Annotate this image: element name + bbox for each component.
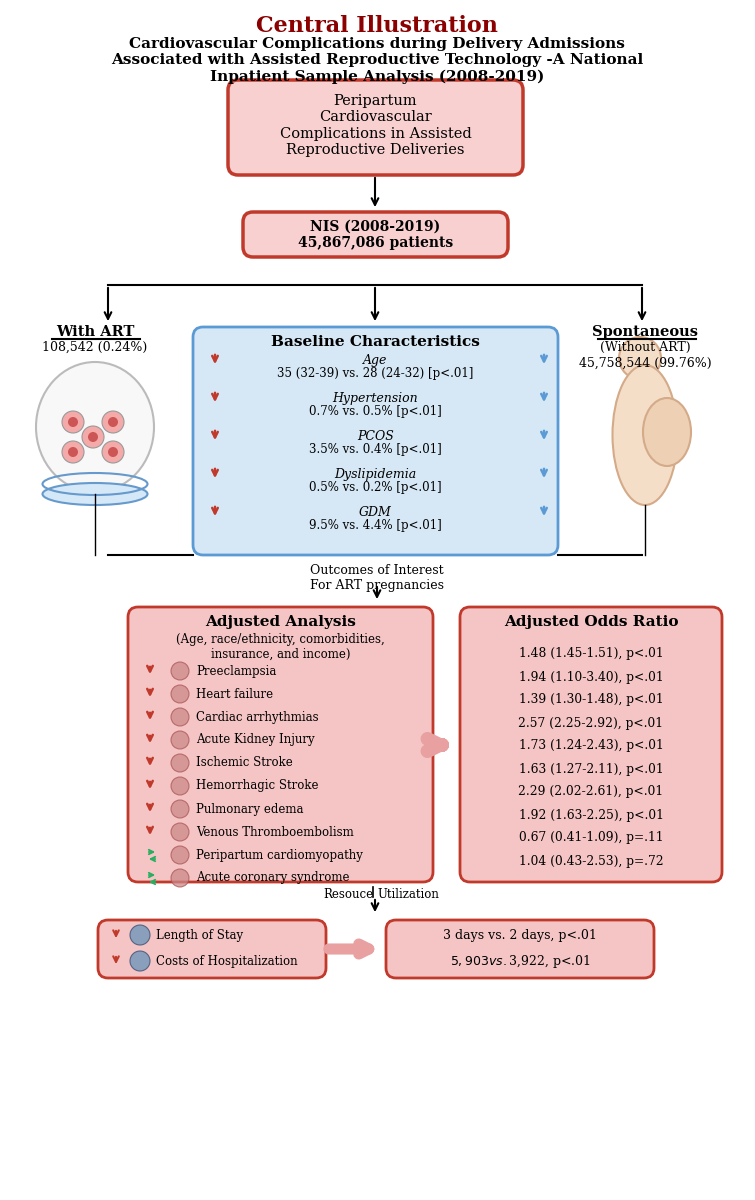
Text: Spontaneous: Spontaneous: [592, 325, 698, 338]
Text: GDM: GDM: [359, 506, 392, 518]
Text: With ART: With ART: [56, 325, 134, 338]
Text: 2.29 (2.02-2.61), p<.01: 2.29 (2.02-2.61), p<.01: [519, 786, 664, 798]
Text: Cardiac arrhythmias: Cardiac arrhythmias: [196, 710, 319, 724]
Text: Venous Thromboembolism: Venous Thromboembolism: [196, 826, 354, 839]
Text: Baseline Characteristics: Baseline Characteristics: [271, 335, 480, 349]
Circle shape: [102, 440, 124, 463]
Circle shape: [171, 731, 189, 749]
Circle shape: [130, 925, 150, 946]
Text: 0.67 (0.41-1.09), p=.11: 0.67 (0.41-1.09), p=.11: [519, 832, 663, 845]
Ellipse shape: [36, 362, 154, 492]
Circle shape: [171, 778, 189, 794]
FancyBboxPatch shape: [460, 607, 722, 882]
Text: Adjusted Analysis: Adjusted Analysis: [205, 614, 356, 629]
Text: Utilization: Utilization: [377, 888, 439, 901]
Text: 1.39 (1.30-1.48), p<.01: 1.39 (1.30-1.48), p<.01: [519, 694, 664, 707]
Circle shape: [88, 432, 98, 442]
FancyBboxPatch shape: [193, 326, 558, 554]
FancyBboxPatch shape: [128, 607, 433, 882]
Text: 2.57 (2.25-2.92), p<.01: 2.57 (2.25-2.92), p<.01: [519, 716, 664, 730]
Circle shape: [619, 337, 661, 379]
Ellipse shape: [643, 398, 691, 466]
FancyBboxPatch shape: [243, 212, 508, 257]
Circle shape: [62, 440, 84, 463]
Circle shape: [130, 950, 150, 971]
Circle shape: [102, 410, 124, 433]
Circle shape: [68, 416, 78, 427]
Text: 1.92 (1.63-2.25), p<.01: 1.92 (1.63-2.25), p<.01: [519, 809, 664, 822]
Text: PCOS: PCOS: [357, 430, 394, 443]
Text: 1.94 (1.10-3.40), p<.01: 1.94 (1.10-3.40), p<.01: [519, 671, 664, 684]
Text: Peripartum cardiomyopathy: Peripartum cardiomyopathy: [196, 848, 363, 862]
Circle shape: [62, 410, 84, 433]
Text: Peripartum
Cardiovascular
Complications in Assisted
Reproductive Deliveries: Peripartum Cardiovascular Complications …: [279, 95, 471, 157]
Text: 9.5% vs. 4.4% [p<.01]: 9.5% vs. 4.4% [p<.01]: [309, 518, 442, 532]
Text: 45,758,544 (99.76%): 45,758,544 (99.76%): [578, 358, 711, 370]
Text: Adjusted Odds Ratio: Adjusted Odds Ratio: [504, 614, 678, 629]
Circle shape: [82, 426, 104, 448]
Text: 0.5% vs. 0.2% [p<.01]: 0.5% vs. 0.2% [p<.01]: [310, 481, 442, 494]
Text: Age: Age: [363, 354, 387, 367]
Circle shape: [68, 446, 78, 457]
Text: Heart failure: Heart failure: [196, 688, 273, 701]
Text: 1.48 (1.45-1.51), p<.01: 1.48 (1.45-1.51), p<.01: [519, 648, 664, 660]
Text: 0.7% vs. 0.5% [p<.01]: 0.7% vs. 0.5% [p<.01]: [309, 404, 442, 418]
FancyBboxPatch shape: [228, 80, 523, 175]
Circle shape: [171, 869, 189, 887]
Text: 35 (32-39) vs. 28 (24-32) [p<.01]: 35 (32-39) vs. 28 (24-32) [p<.01]: [277, 367, 473, 380]
Text: Ischemic Stroke: Ischemic Stroke: [196, 756, 293, 769]
Circle shape: [108, 416, 118, 427]
Text: Hypertension: Hypertension: [333, 392, 418, 404]
Text: Hemorrhagic Stroke: Hemorrhagic Stroke: [196, 780, 319, 792]
Circle shape: [171, 685, 189, 703]
Text: Outcomes of Interest
For ART pregnancies: Outcomes of Interest For ART pregnancies: [310, 564, 444, 592]
Text: 3 days vs. 2 days, p<.01: 3 days vs. 2 days, p<.01: [443, 929, 597, 942]
Text: NIS (2008-2019)
45,867,086 patients: NIS (2008-2019) 45,867,086 patients: [298, 220, 453, 250]
Circle shape: [108, 446, 118, 457]
Text: 1.73 (1.24-2.43), p<.01: 1.73 (1.24-2.43), p<.01: [519, 739, 664, 752]
Text: 3.5% vs. 0.4% [p<.01]: 3.5% vs. 0.4% [p<.01]: [309, 443, 442, 456]
Text: Preeclampsia: Preeclampsia: [196, 665, 276, 678]
Circle shape: [171, 800, 189, 818]
Text: Acute coronary syndrome: Acute coronary syndrome: [196, 871, 350, 884]
Ellipse shape: [42, 482, 147, 505]
Text: $5,903 vs. $3,922, p<.01: $5,903 vs. $3,922, p<.01: [450, 953, 590, 970]
Text: Acute Kidney Injury: Acute Kidney Injury: [196, 733, 315, 746]
Text: (Age, race/ethnicity, comorbidities,
insurance, and income): (Age, race/ethnicity, comorbidities, ins…: [176, 634, 385, 661]
Text: Cardiovascular Complications during Delivery Admissions
Associated with Assisted: Cardiovascular Complications during Deli…: [111, 37, 643, 84]
Text: Length of Stay: Length of Stay: [156, 929, 243, 942]
Text: 1.04 (0.43-2.53), p=.72: 1.04 (0.43-2.53), p=.72: [519, 854, 664, 868]
Text: Resouce: Resouce: [323, 888, 373, 901]
Text: 1.63 (1.27-2.11), p<.01: 1.63 (1.27-2.11), p<.01: [519, 762, 664, 775]
FancyBboxPatch shape: [98, 920, 326, 978]
Text: Dyslipidemia: Dyslipidemia: [334, 468, 417, 481]
Text: 108,542 (0.24%): 108,542 (0.24%): [42, 341, 148, 354]
Text: Costs of Hospitalization: Costs of Hospitalization: [156, 954, 297, 967]
Circle shape: [171, 846, 189, 864]
Ellipse shape: [612, 365, 677, 505]
Circle shape: [171, 708, 189, 726]
Text: Pulmonary edema: Pulmonary edema: [196, 803, 304, 816]
Text: Central Illustration: Central Illustration: [256, 14, 498, 37]
Circle shape: [171, 662, 189, 680]
FancyBboxPatch shape: [386, 920, 654, 978]
Text: (Without ART): (Without ART): [599, 341, 690, 354]
Circle shape: [171, 823, 189, 841]
Circle shape: [171, 754, 189, 772]
